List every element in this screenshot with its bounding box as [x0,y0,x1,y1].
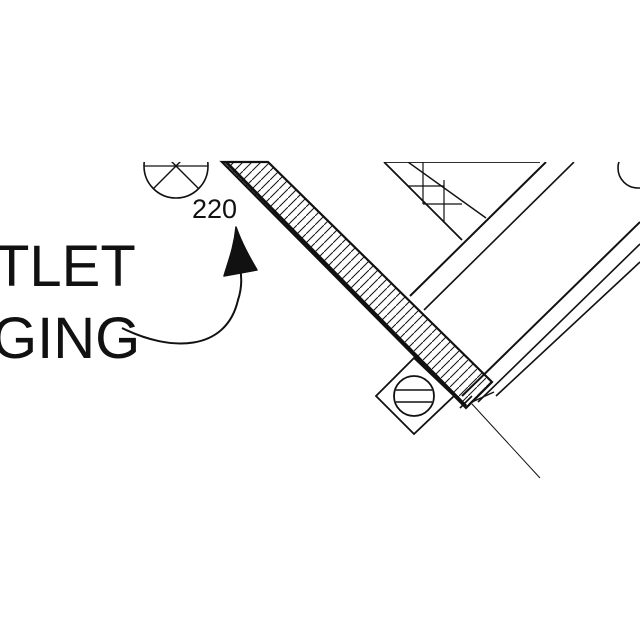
label-line-2: GING [0,306,140,371]
slotted-screw-icon [374,356,456,436]
label-line-1: TLET [0,234,136,299]
crossed-circle-icon [143,162,209,199]
reference-number: 220 [192,194,237,224]
frame-lines [409,162,640,403]
hatched-wall-section [219,160,494,410]
leader-arrow-icon [121,226,258,345]
partial-circle-icon [617,162,640,189]
grid-box [383,162,540,241]
construction-line [471,403,541,479]
